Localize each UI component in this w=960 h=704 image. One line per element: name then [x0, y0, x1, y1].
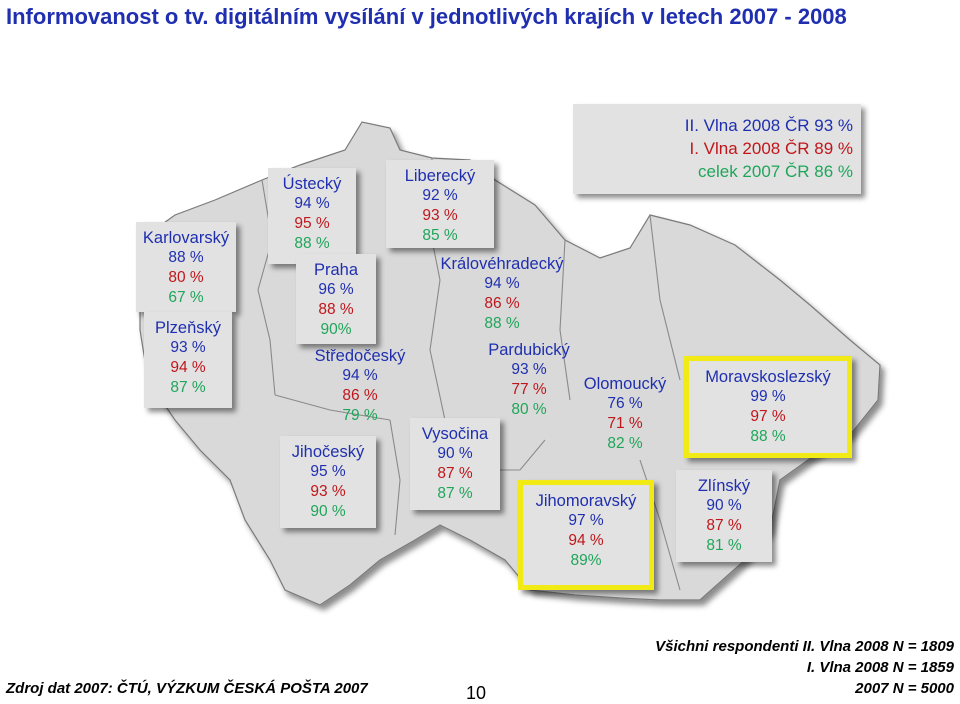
border-jihocesky-vysocina	[389, 419, 401, 536]
value-2007: 87 %	[437, 485, 473, 502]
value-wave1: 95 %	[294, 215, 330, 232]
value-wave1: 94 %	[170, 359, 206, 376]
value-wave1: 94 %	[568, 532, 604, 549]
value-wave1: 97 %	[750, 408, 786, 425]
region-jihocesky: Jihočeský 95 % 93 % 90 %	[280, 436, 376, 528]
value-wave1: 93 %	[310, 483, 346, 500]
region-zlinsky: Zlínský 90 % 87 % 81 %	[676, 470, 772, 562]
region-name: Plzeňský	[154, 319, 222, 337]
legend-2007: celek 2007 ČR 86 %	[698, 162, 853, 181]
region-ustecky: Ústecký 94 % 95 % 88 %	[268, 168, 356, 264]
value-wave2: 90 %	[706, 497, 742, 514]
border-olomoucky-moravskoslezsky	[649, 214, 681, 381]
region-name: Zlínský	[697, 477, 751, 495]
respondents-line: 2007 N = 5000	[855, 680, 954, 697]
region-name: Praha	[313, 261, 359, 279]
border-stredocesky-jihocesky	[274, 394, 391, 421]
value-wave1: 71 %	[607, 415, 643, 432]
legend-wave1: I. Vlna 2008 ČR 89 %	[689, 139, 853, 158]
value-2007: 90%	[320, 321, 352, 338]
value-wave2: 95 %	[310, 463, 346, 480]
region-name: Vysočina	[421, 425, 489, 443]
region-name: Moravskoslezský	[705, 368, 831, 386]
region-name: Jihomoravský	[535, 492, 637, 510]
region-jihomoravsky: Jihomoravský 97 % 94 % 89%	[518, 480, 654, 590]
region-name: Královéhradecký	[440, 255, 564, 273]
legend-wave2: II. Vlna 2008 ČR 93 %	[684, 116, 853, 135]
page-number: 10	[466, 683, 487, 703]
value-wave1: 80 %	[168, 269, 204, 286]
value-2007: 88 %	[484, 315, 520, 332]
border-pardubicky-olomoucky	[559, 239, 571, 401]
region-pardubicky: Pardubický 93 % 77 % 80 %	[474, 334, 584, 426]
region-name: Liberecký	[404, 167, 476, 185]
region-name: Jihočeský	[291, 443, 365, 461]
region-olomoucky: Olomoucký 76 % 71 % 82 %	[570, 368, 680, 460]
value-wave2: 93 %	[511, 361, 547, 378]
value-2007: 87 %	[170, 379, 206, 396]
region-kralovehradecky: Královéhradecký 94 % 86 % 88 %	[422, 248, 582, 340]
value-2007: 81 %	[706, 537, 742, 554]
region-vysocina: Vysočina 90 % 87 % 87 %	[410, 418, 500, 510]
value-wave1: 87 %	[437, 465, 473, 482]
value-wave1: 88 %	[318, 301, 354, 318]
value-wave2: 94 %	[342, 367, 378, 384]
value-wave1: 77 %	[511, 381, 547, 398]
region-plzensky: Plzeňský 93 % 94 % 87 %	[144, 312, 232, 408]
value-wave2: 88 %	[168, 249, 204, 266]
value-2007: 79 %	[342, 407, 378, 424]
value-wave2: 96 %	[318, 281, 354, 298]
region-stredocesky: Středočeský 94 % 86 % 79 %	[300, 340, 420, 432]
value-2007: 88 %	[750, 428, 786, 445]
region-name: Ústecký	[282, 175, 342, 193]
respondents-line: I. Vlna 2008 N = 1859	[806, 659, 954, 676]
page-title: Informovanost o tv. digitálním vysílání …	[6, 4, 847, 29]
value-wave1: 93 %	[422, 207, 458, 224]
data-source: Zdroj dat 2007: ČTÚ, VÝZKUM ČESKÁ POŠTA …	[6, 680, 368, 697]
value-wave2: 93 %	[170, 339, 206, 356]
value-wave1: 87 %	[706, 517, 742, 534]
value-wave2: 92 %	[422, 187, 458, 204]
value-2007: 90 %	[310, 503, 346, 520]
value-wave2: 76 %	[607, 395, 643, 412]
value-2007: 89%	[570, 552, 602, 569]
value-wave2: 97 %	[568, 512, 604, 529]
region-name: Středočeský	[314, 347, 406, 365]
respondents-line: Všichni respondenti II. Vlna 2008 N = 18…	[655, 638, 954, 655]
region-name: Pardubický	[488, 341, 570, 359]
value-wave1: 86 %	[342, 387, 378, 404]
value-2007: 67 %	[168, 289, 204, 306]
value-wave2: 90 %	[437, 445, 473, 462]
region-liberecky: Liberecký 92 % 93 % 85 %	[386, 160, 494, 248]
value-2007: 80 %	[511, 401, 547, 418]
value-2007: 82 %	[607, 435, 643, 452]
value-wave2: 94 %	[484, 275, 520, 292]
border-plzen-stredocesky	[257, 289, 276, 396]
region-karlovarsky: Karlovarský 88 % 80 % 67 %	[136, 222, 236, 312]
region-praha: Praha 96 % 88 % 90%	[296, 254, 376, 344]
legend: II. Vlna 2008 ČR 93 % I. Vlna 2008 ČR 89…	[573, 104, 861, 194]
respondents-info: Všichni respondenti II. Vlna 2008 N = 18…	[655, 636, 954, 699]
value-2007: 88 %	[294, 235, 330, 252]
border-stredocesky-pardubicky	[429, 279, 446, 421]
value-wave2: 99 %	[750, 388, 786, 405]
value-wave1: 86 %	[484, 295, 520, 312]
value-2007: 85 %	[422, 227, 458, 244]
region-name: Karlovarský	[142, 229, 230, 247]
region-moravskoslezsky: Moravskoslezský 99 % 97 % 88 %	[684, 356, 852, 458]
region-name: Olomoucký	[583, 375, 667, 393]
value-wave2: 94 %	[294, 195, 330, 212]
